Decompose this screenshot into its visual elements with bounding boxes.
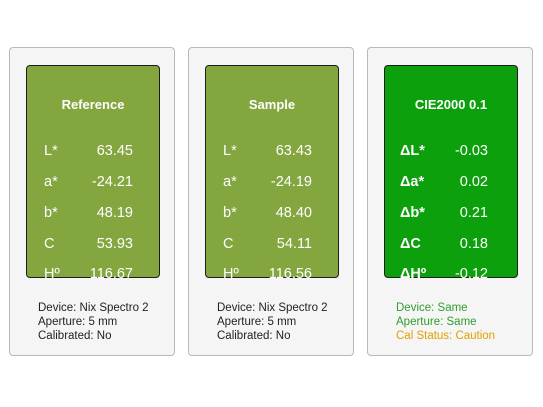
label: b* [44, 205, 58, 221]
label: Hº [44, 266, 60, 282]
reference-row-l: L* 63.45 [27, 141, 159, 161]
device-status: Device: Same [396, 302, 468, 314]
sample-row-l: L* 63.43 [206, 141, 338, 161]
reference-row-c: C 53.93 [27, 234, 159, 254]
calibrated-text: Calibrated: No [38, 330, 112, 342]
value: 48.40 [275, 205, 312, 221]
value: 0.21 [459, 205, 488, 221]
label: ΔC [400, 236, 421, 252]
reference-device-info: Device: Nix Spectro 2 Aperture: 5 mm Cal… [38, 301, 149, 343]
sample-row-b: b* 48.40 [206, 203, 338, 223]
aperture-text: Aperture: 5 mm [38, 316, 118, 328]
value: 54.11 [276, 236, 312, 252]
value: -0.03 [454, 143, 488, 159]
label: Δa* [400, 174, 425, 190]
value: 63.43 [275, 143, 312, 159]
value: 0.02 [459, 174, 488, 190]
delta-row-b: Δb* 0.21 [385, 203, 517, 223]
delta-row-c: ΔC 0.18 [385, 234, 517, 254]
device-text: Device: Nix Spectro 2 [38, 302, 149, 314]
delta-row-a: Δa* 0.02 [385, 172, 517, 192]
value: 116.56 [268, 266, 312, 282]
reference-row-b: b* 48.19 [27, 203, 159, 223]
value: 116.67 [89, 266, 133, 282]
delta-row-l: ΔL* -0.03 [385, 141, 517, 161]
delta-row-h: ΔHº -0.12 [385, 264, 517, 284]
label: a* [44, 174, 58, 190]
value: 0.18 [459, 236, 488, 252]
reference-row-a: a* -24.21 [27, 172, 159, 192]
value: -24.21 [91, 174, 133, 190]
sample-color-swatch: Sample L* 63.43 a* -24.19 b* 48.40 C 54.… [205, 65, 339, 282]
calibrated-text: Calibrated: No [217, 330, 291, 342]
label: ΔL* [400, 143, 425, 159]
value: -24.19 [270, 174, 312, 190]
label: ΔHº [400, 266, 427, 282]
sample-row-c: C 54.11 [206, 234, 338, 254]
value: 48.19 [96, 205, 133, 221]
reference-color-swatch: Reference L* 63.45 a* -24.21 b* 48.19 C … [26, 65, 160, 282]
comparison-status-panel: CIE2000 0.1 ΔL* -0.03 Δa* 0.02 Δb* 0.21 … [384, 65, 518, 282]
label: L* [223, 143, 237, 159]
device-text: Device: Nix Spectro 2 [217, 302, 328, 314]
sample-row-h: Hº 116.56 [206, 264, 338, 284]
label: Hº [223, 266, 239, 282]
label: C [44, 236, 55, 252]
label: C [223, 236, 234, 252]
sample-card: Sample L* 63.43 a* -24.19 b* 48.40 C 54.… [188, 47, 354, 356]
label: L* [44, 143, 58, 159]
sample-row-a: a* -24.19 [206, 172, 338, 192]
reference-title: Reference [61, 97, 125, 112]
aperture-status: Aperture: Same [396, 316, 477, 328]
label: b* [223, 205, 237, 221]
cal-status: Cal Status: Caution [396, 330, 496, 342]
aperture-text: Aperture: 5 mm [217, 316, 297, 328]
value: -0.12 [454, 266, 488, 282]
reference-row-h: Hº 116.67 [27, 264, 159, 284]
reference-card: Reference L* 63.45 a* -24.21 b* 48.19 C … [9, 47, 175, 356]
value: 63.45 [96, 143, 133, 159]
sample-title: Sample [248, 97, 296, 112]
comparison-status-info: Device: Same Aperture: Same Cal Status: … [396, 301, 495, 343]
comparison-title: CIE2000 0.1 [414, 97, 488, 112]
value: 53.93 [96, 236, 133, 252]
label: a* [223, 174, 237, 190]
label: Δb* [400, 205, 425, 221]
comparison-card: CIE2000 0.1 ΔL* -0.03 Δa* 0.02 Δb* 0.21 … [367, 47, 533, 356]
sample-device-info: Device: Nix Spectro 2 Aperture: 5 mm Cal… [217, 301, 328, 343]
